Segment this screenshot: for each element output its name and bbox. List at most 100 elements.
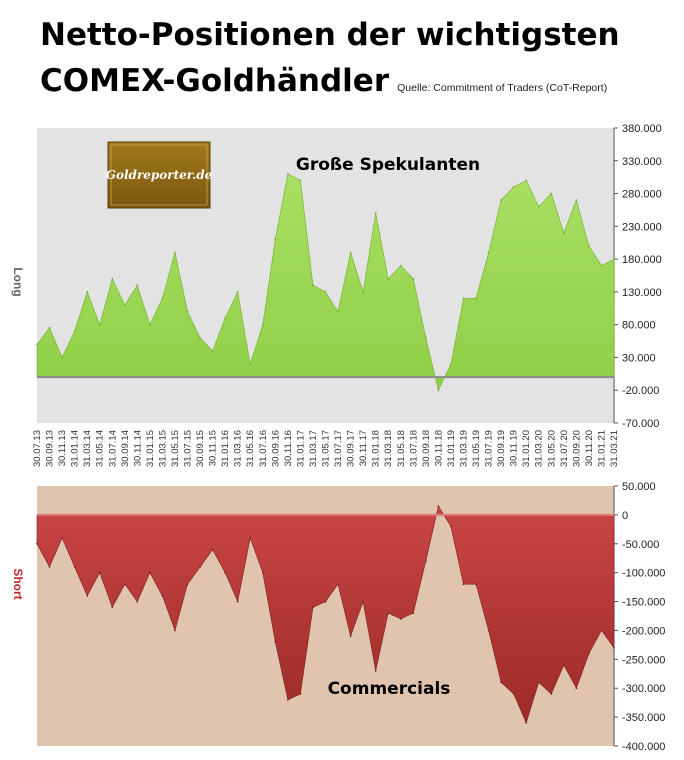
title-line-2: COMEX-Goldhändler Quelle: Commitment of T… [40,58,620,111]
x-tick-label: 30.07.13 [32,430,43,467]
speculators-point [224,317,227,319]
commercials-panel: 50.000 0 -50.000 -100.000 -150.000 -200.000 -2… [11,481,665,753]
x-tick-label: 31.05.15 [170,430,181,467]
commercials-point [575,687,578,690]
commercials-point [537,681,540,684]
commercials-area [36,505,615,724]
commercials-point [324,600,327,603]
speculators-y-tick-label: 30.000 [622,352,656,364]
speculators-point [186,310,189,313]
chart-title: Netto-Positionen der wichtigsten COMEX-G… [40,12,620,111]
commercials-y-tick-label: -400.000 [622,741,665,753]
commercials-y-tick-label: -250.000 [622,654,665,666]
speculators-point [362,291,364,293]
commercials-point [525,722,528,724]
speculators-point [136,284,139,287]
commercials-point [287,698,289,701]
commercials-point [136,600,139,603]
commercials-point [98,571,101,574]
x-axis-labels: 30.07.13 30.09.13 30.11.13 31.01.14 31.03.14… [32,430,620,467]
commercials-point [487,629,490,632]
commercials-point [48,566,51,568]
x-tick-label: 30.11.16 [283,430,294,466]
speculators-point [199,336,202,339]
speculators-y-tick-label: -70.000 [622,418,659,430]
logo-text: Goldreporter.de [106,168,213,182]
speculators-point [36,343,38,346]
x-tick-label: 31.07.15 [183,430,194,467]
x-tick-label: 31.07.19 [484,430,495,467]
x-tick-label: 31.03.21 [609,430,620,467]
speculators-point [537,205,540,208]
x-tick-label: 31.01.16 [220,430,231,467]
speculators-point [437,389,440,392]
commercials-y-tick-label: -50.000 [622,539,659,551]
x-tick-label: 31.07.20 [559,430,570,467]
x-tick-label: 31.05.20 [546,430,557,467]
speculators-point [61,356,63,359]
speculators-point [399,264,402,267]
commercials-point [613,646,615,649]
x-tick-label: 30.11.19 [509,430,520,466]
commercials-point [362,600,364,603]
x-tick-label: 30.11.14 [132,430,143,466]
commercials-point [86,594,89,597]
commercials-point [174,629,176,632]
commercials-annotation: Commercials [328,679,451,699]
speculators-point [387,277,390,280]
x-tick-label: 31.01.18 [371,430,382,467]
x-tick-label: 31.03.14 [82,430,93,467]
speculators-point [475,297,477,300]
speculators-point [450,363,452,365]
commercials-point [111,606,114,609]
speculators-point [462,297,465,300]
speculators-point [111,277,114,280]
commercials-point [399,618,402,620]
x-tick-label: 30.09.18 [421,430,432,467]
x-tick-label: 30.09.20 [571,430,582,467]
x-tick-label: 30.09.19 [496,430,507,467]
x-tick-label: 30.11.17 [358,430,369,466]
speculators-point [349,251,352,254]
x-tick-label: 31.07.16 [258,430,269,467]
speculators-point [236,291,239,293]
commercials-point [312,606,314,609]
x-tick-label: 30.09.14 [120,430,131,467]
speculators-point [374,212,377,215]
x-tick-label: 30.11.13 [57,430,68,466]
x-tick-label: 31.07.17 [333,430,344,467]
commercials-point [600,629,603,632]
commercials-point [500,681,502,684]
x-tick-label: 31.03.17 [308,430,319,467]
speculators-point [575,199,578,202]
commercials-point [236,600,239,603]
commercials-point [437,505,440,508]
commercials-point [462,583,465,586]
x-tick-label: 31.03.19 [459,430,470,467]
commercials-point [186,583,189,586]
commercials-y-tick-label: -300.000 [622,683,665,695]
x-tick-label: 30.09.13 [45,430,56,467]
commercials-point [123,583,126,586]
x-tick-label: 31.05.19 [471,430,482,467]
commercials-y-label: Short [11,568,25,599]
x-tick-label: 31.03.15 [157,430,168,467]
speculators-y-tick-label: -20.000 [622,385,659,397]
speculators-point [98,323,101,326]
speculators-panel: 380.000 330.000 280.000 230.000 180.000 130.0… [11,123,662,430]
speculators-point [73,330,76,333]
x-tick-label: 30.11.15 [208,430,219,466]
speculators-point [562,232,565,234]
speculators-y-tick-label: 230.000 [622,221,662,233]
commercials-point [550,693,553,695]
x-tick-label: 31.01.14 [70,430,81,467]
speculators-point [211,350,214,352]
commercials-point [261,571,264,574]
speculators-point [312,284,314,287]
speculators-point [500,199,502,202]
speculators-y-tick-label: 180.000 [622,254,662,266]
speculators-y-label: Long [11,267,25,296]
goldreporter-logo: Goldreporter.de [106,141,213,209]
commercials-point [211,548,214,551]
